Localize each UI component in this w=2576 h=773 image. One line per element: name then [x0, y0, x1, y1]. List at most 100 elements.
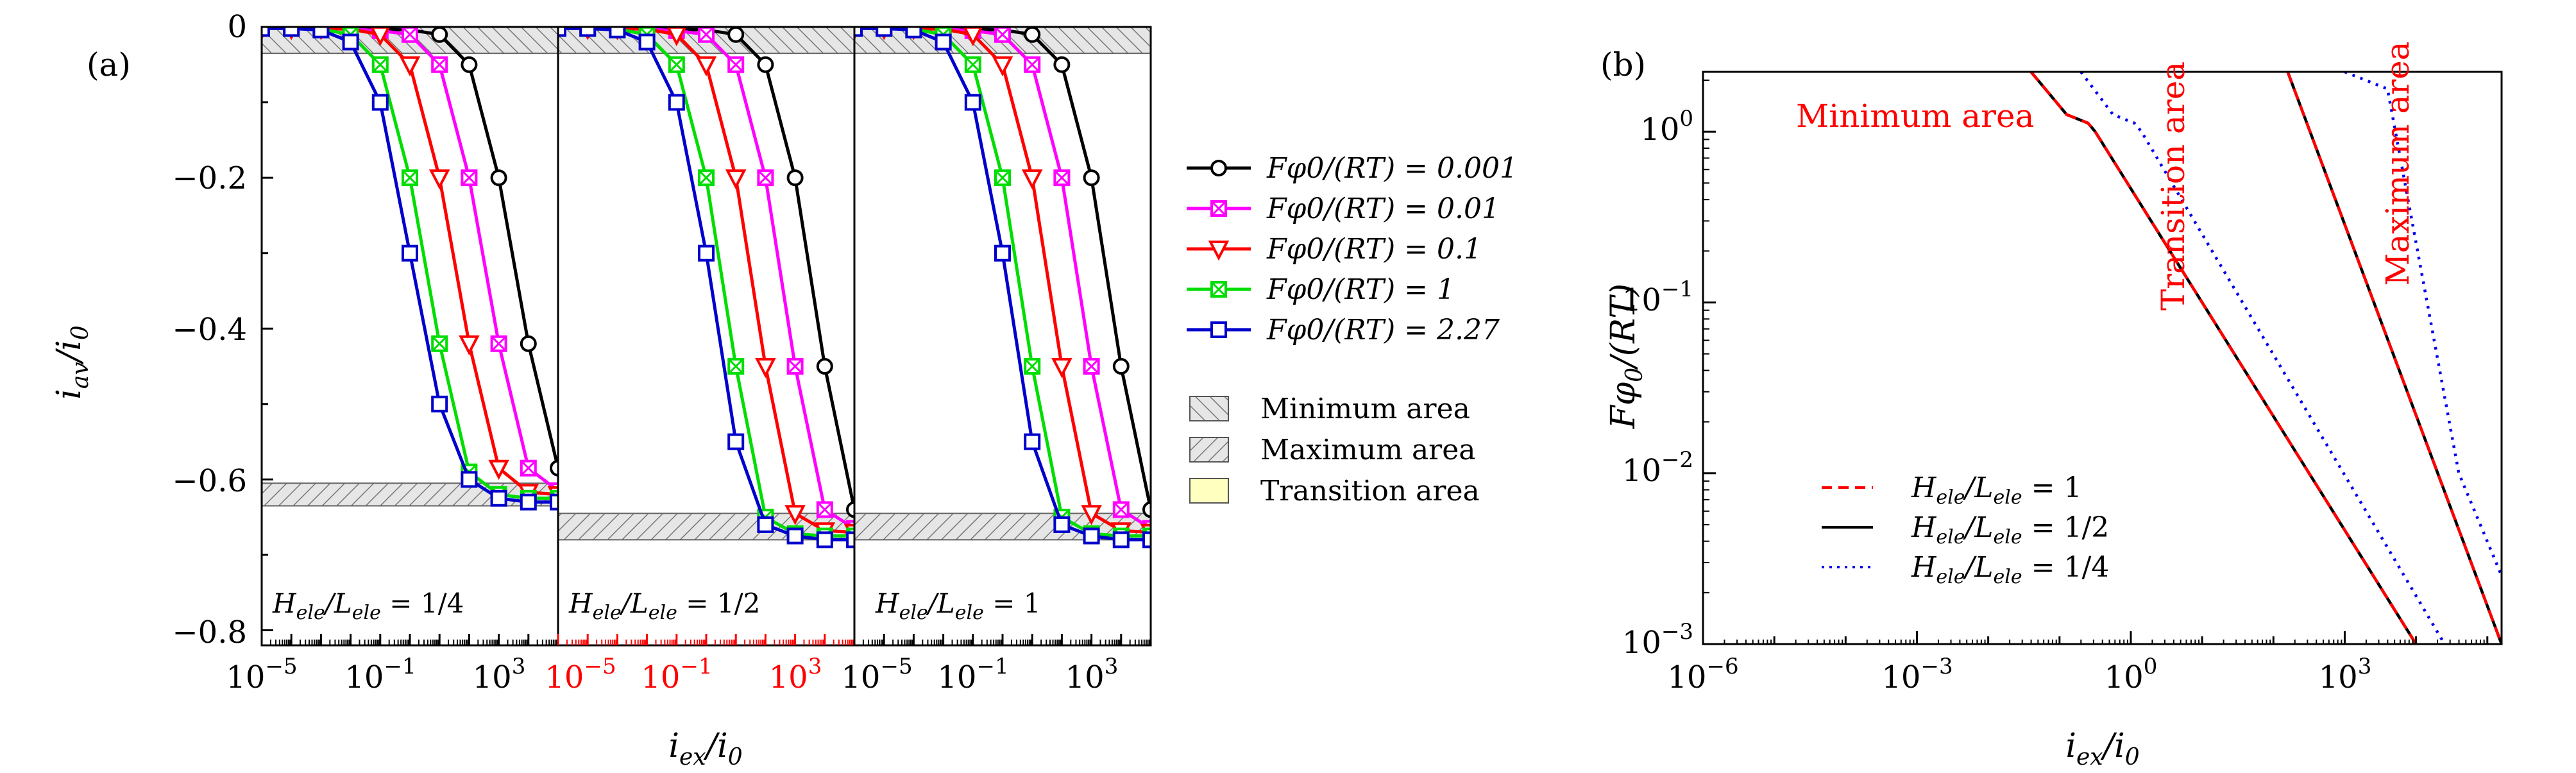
marker-cross — [817, 502, 833, 518]
panel-a-plot — [260, 26, 1152, 647]
series-line-5 — [854, 27, 1151, 541]
series-marker-2 — [757, 169, 774, 187]
marker-cross — [491, 336, 507, 352]
marker-cross — [698, 27, 715, 42]
series-marker-4 — [727, 358, 745, 375]
marker-cross — [1210, 281, 1227, 298]
series-marker-5 — [964, 94, 981, 111]
marker-cross — [432, 336, 448, 352]
legend-label-1: Fφ0/(RT) = 0.001 — [1266, 152, 1518, 185]
marker-cross — [965, 56, 981, 72]
series-marker-2 — [1024, 56, 1041, 73]
panel-b-legend: Hele/Lele = 1 Hele/Lele = 1/2 Hele/Lele … — [1822, 471, 2109, 588]
series-marker-5 — [876, 27, 893, 37]
y-tick-label: 0 — [227, 9, 247, 45]
series-marker-1 — [1112, 358, 1130, 375]
legend-marker-3 — [1208, 241, 1230, 261]
x-tick-label: 10−1 — [641, 654, 712, 695]
series-marker-5 — [431, 395, 448, 412]
region-label-minimum-area: Minimum area — [1796, 98, 2034, 135]
marker-cross — [402, 170, 418, 186]
marker-cross — [402, 27, 418, 42]
marker-cross — [1024, 56, 1040, 72]
x-tick-label: 103 — [473, 654, 526, 695]
series-marker-2 — [994, 27, 1011, 43]
marker-cross — [698, 170, 715, 186]
series-marker-5 — [579, 27, 597, 37]
series-marker-5 — [1142, 531, 1151, 548]
series-marker-5 — [283, 27, 300, 37]
marker-cross — [994, 170, 1011, 186]
series-marker-5 — [1112, 531, 1130, 548]
series-marker-4 — [431, 335, 448, 352]
series-marker-3 — [992, 56, 1013, 77]
series-marker-2 — [431, 56, 448, 73]
marker-cross — [994, 27, 1011, 42]
legend-label-4: Fφ0/(RT) = 1 — [1266, 273, 1455, 306]
panel-b-label: (b) — [1600, 46, 1646, 83]
marker-cross — [728, 56, 744, 72]
legend-label-h12: Hele/Lele = 1/2 — [1911, 511, 2109, 548]
subplot-2-frame — [557, 26, 856, 647]
subplot-label-2: Hele/Lele = 1/2 — [568, 588, 760, 624]
panel-b-y-axis-label: Fφ0/(RT) — [1604, 284, 1648, 429]
series-marker-2 — [1112, 501, 1130, 518]
series-marker-5 — [727, 433, 745, 450]
y-tick-label: −0.6 — [172, 463, 247, 499]
legend-swatch-minimum-area — [1189, 396, 1229, 421]
marker-cross — [1083, 358, 1099, 375]
series-marker-5 — [550, 493, 558, 511]
legend-label-2: Fφ0/(RT) = 0.01 — [1266, 192, 1500, 225]
x-tick-label: 10−6 — [1667, 654, 1738, 695]
series-marker-5 — [698, 244, 715, 262]
series-marker-1 — [461, 56, 478, 73]
series-marker-5 — [461, 471, 478, 488]
marker-cross — [758, 170, 774, 186]
panel-b-plot — [1702, 71, 2503, 645]
marker-cross — [728, 358, 744, 375]
series-1-branch-1 — [2029, 72, 2418, 644]
series-marker-5 — [846, 531, 854, 548]
series-3-branch-2 — [2344, 72, 2502, 577]
series-marker-4 — [668, 56, 685, 73]
panel-b-x-axis-label: iex/i0 — [2065, 727, 2139, 770]
series-marker-1 — [846, 501, 854, 518]
series-marker-2 — [1053, 169, 1071, 187]
series-marker-2 — [1083, 358, 1100, 375]
marker-cross — [1054, 170, 1070, 186]
series-marker-1 — [757, 56, 774, 73]
subplot-3-x-ticks: 10−5 10−1 103 — [841, 654, 1118, 695]
marker-cross — [372, 56, 388, 72]
series-marker-5 — [854, 27, 863, 37]
series-marker-1 — [431, 27, 448, 43]
series-marker-1 — [727, 27, 745, 43]
series-marker-4 — [698, 169, 715, 187]
panel-a-x-axis-label: iex/i0 — [668, 727, 742, 770]
panel-b-y-tick-labels: 100 10−1 10−2 10−3 — [1622, 106, 1693, 661]
legend-label-3: Fφ0/(RT) = 0.1 — [1266, 233, 1482, 266]
y-axis-label-text: Fφ0/(RT) — [1604, 284, 1648, 429]
y-tick-label: −0.4 — [172, 312, 247, 348]
series-marker-5 — [402, 244, 418, 262]
series-marker-5 — [786, 527, 804, 545]
panel-a-legend: Fφ0/(RT) = 0.001 Fφ0/(RT) = 0.01 Fφ0/(RT) … — [1187, 152, 1518, 346]
legend-swatch-transition-area — [1189, 478, 1229, 504]
series-marker-5 — [312, 27, 330, 38]
y-tick-label: −0.8 — [172, 615, 247, 650]
subplot-label-3: Hele/Lele = 1 — [875, 588, 1041, 624]
y-axis-label-text: iav/i0 — [50, 325, 94, 400]
series-marker-3 — [1021, 169, 1043, 190]
x-tick-label: 100 — [2105, 654, 2158, 695]
region-label-maximum-area: Maximum area — [2379, 41, 2416, 285]
maximum-area — [262, 482, 558, 507]
series-marker-2 — [786, 358, 804, 375]
legend-swatch-maximum-area — [1189, 437, 1229, 463]
legend-marker-5 — [1210, 321, 1227, 338]
marker-cross — [787, 358, 803, 375]
y-tick-label: 10−1 — [1622, 276, 1693, 318]
series-marker-5 — [905, 27, 922, 38]
marker-cross — [432, 56, 448, 72]
series-marker-5 — [490, 489, 507, 507]
legend-label-h14: Hele/Lele = 1/4 — [1911, 551, 2109, 588]
